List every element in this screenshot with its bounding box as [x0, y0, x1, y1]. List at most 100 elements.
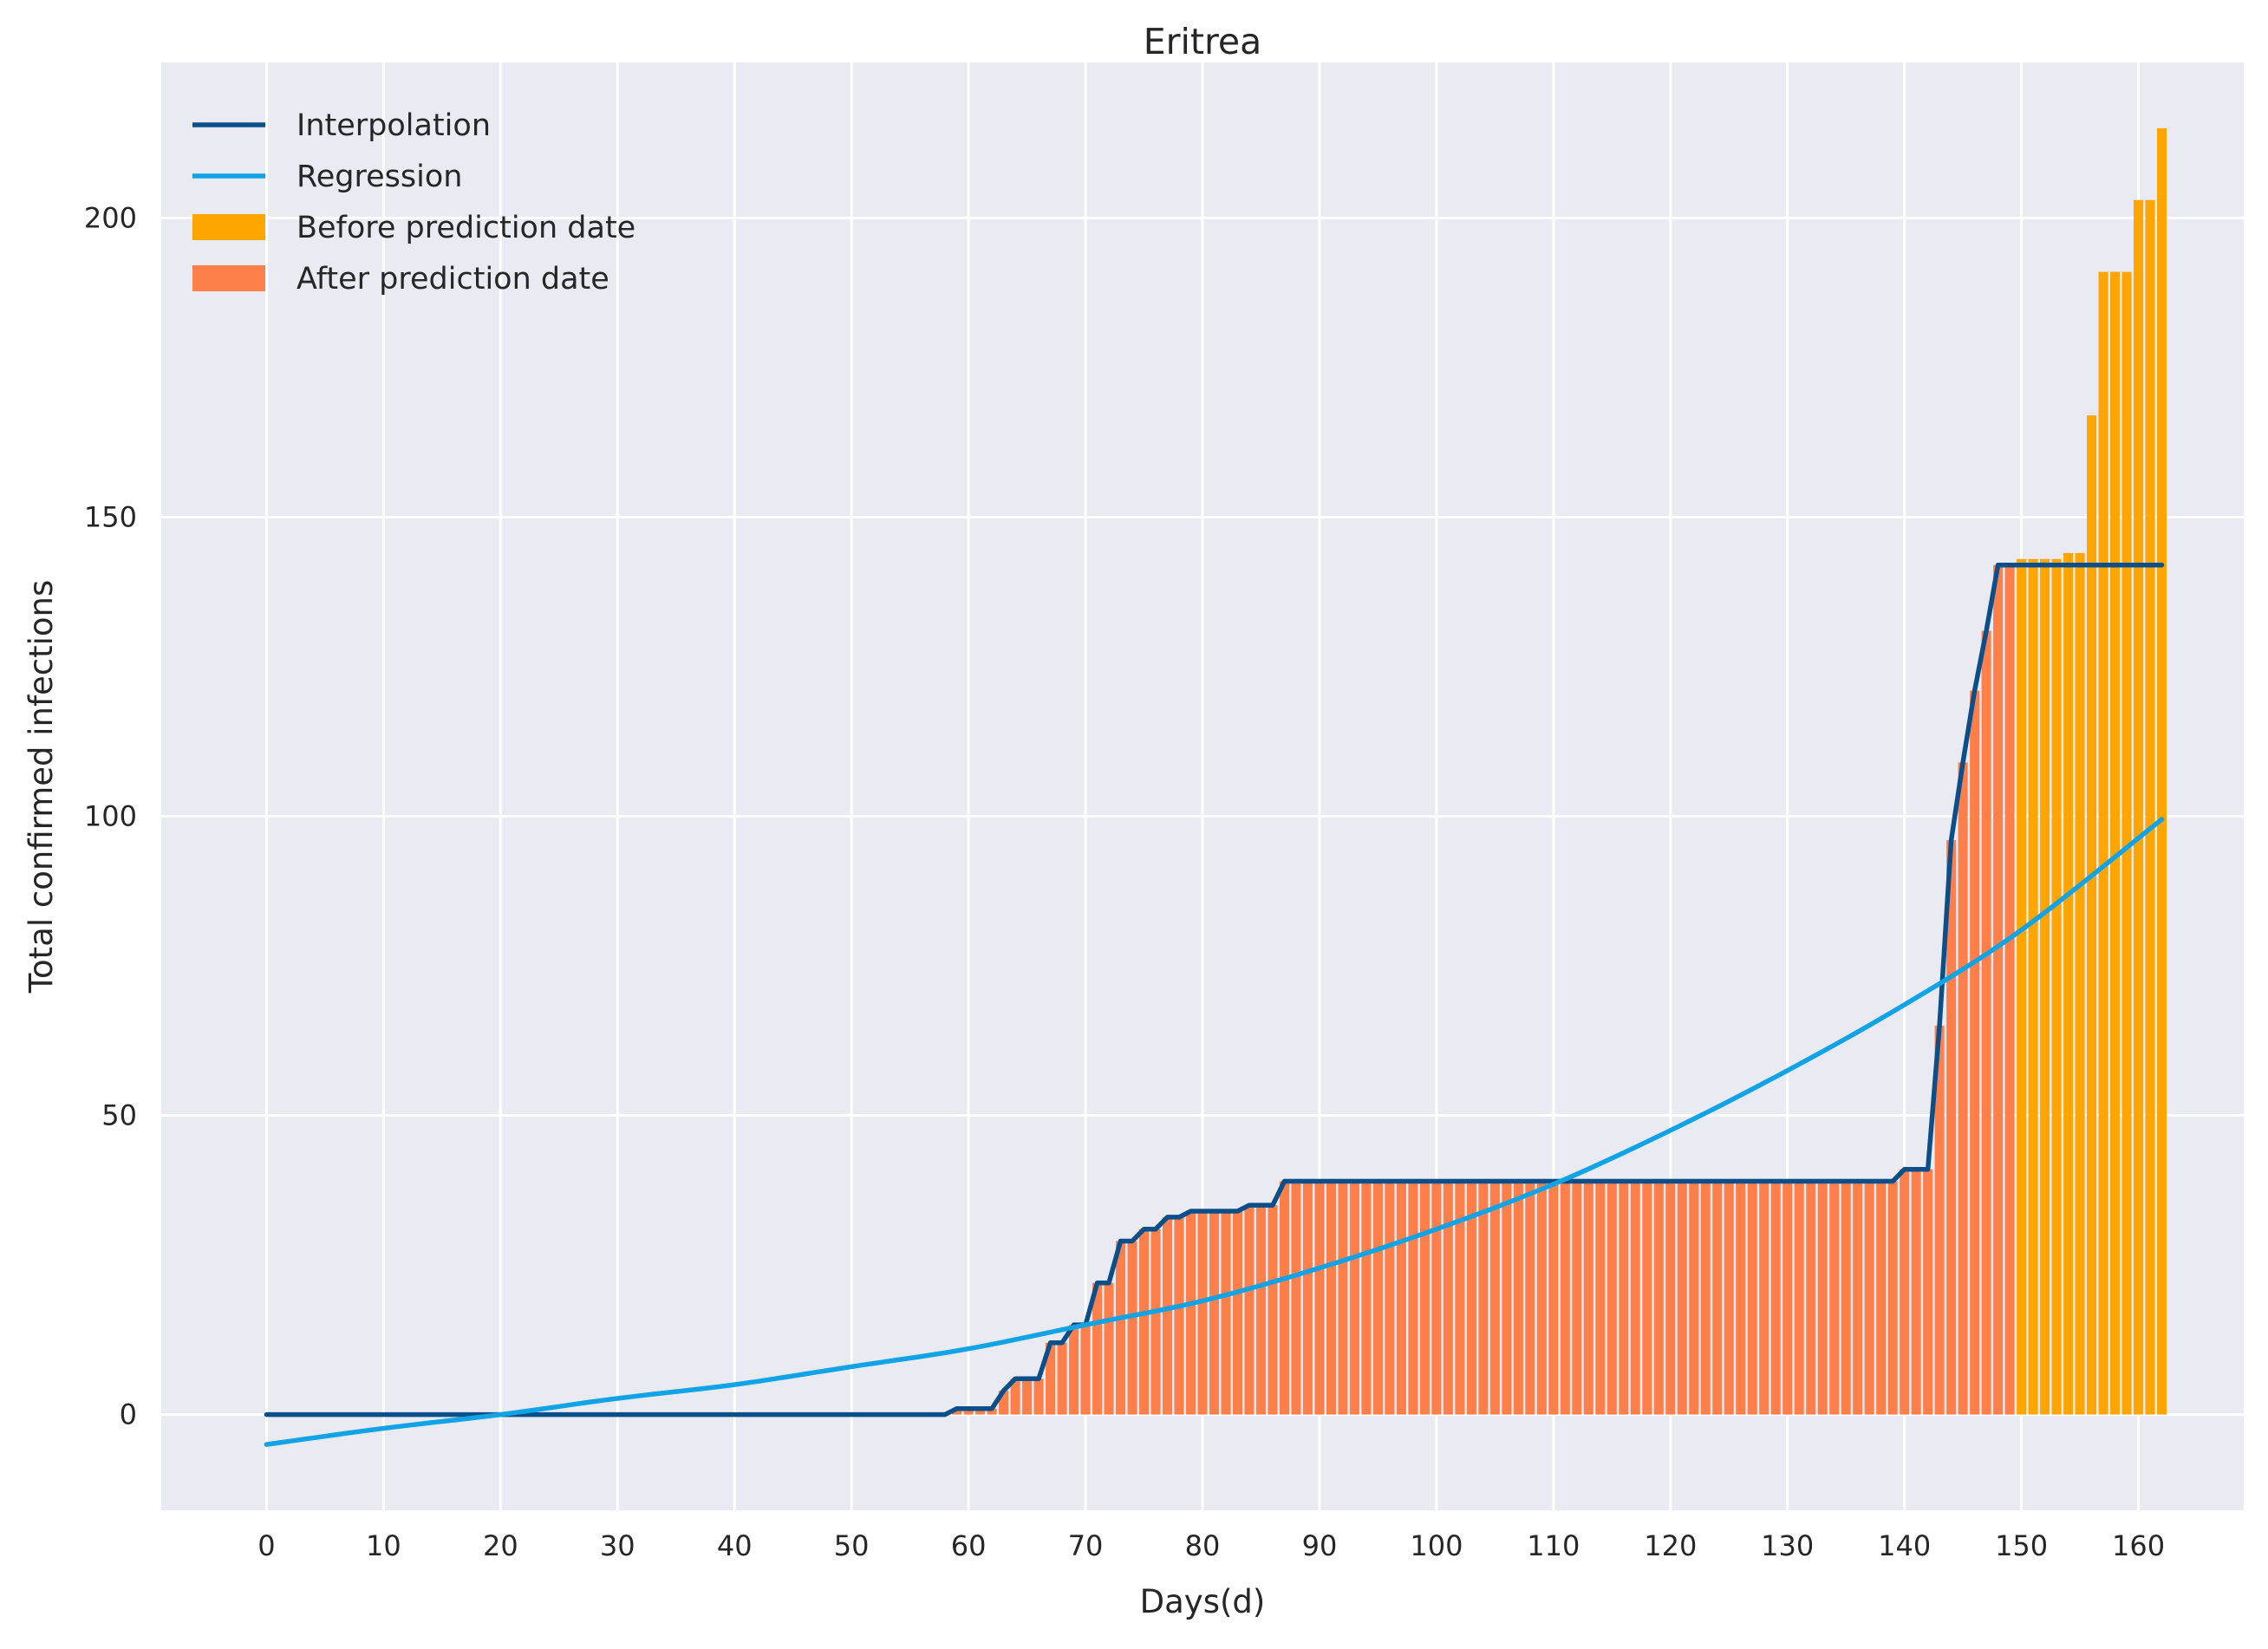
bar-after-prediction	[1361, 1181, 1372, 1415]
bar-after-prediction	[1958, 762, 1968, 1415]
bar-after-prediction	[1993, 564, 2004, 1415]
bars	[952, 127, 2167, 1415]
bar-before-prediction	[2028, 558, 2038, 1415]
bar-after-prediction	[1033, 1379, 1044, 1415]
bar-after-prediction	[1080, 1325, 1091, 1415]
bar-after-prediction	[1548, 1181, 1559, 1415]
y-tick-label: 200	[84, 201, 137, 234]
bar-after-prediction	[1443, 1181, 1453, 1415]
x-tick-label: 50	[834, 1529, 870, 1562]
bar-after-prediction	[975, 1408, 986, 1415]
bar-after-prediction	[1736, 1181, 1746, 1415]
bar-after-prediction	[1817, 1181, 1828, 1415]
bar-before-prediction	[2110, 271, 2121, 1415]
x-tick-label: 140	[1878, 1529, 1931, 1562]
bar-after-prediction	[1385, 1181, 1395, 1415]
bar-after-prediction	[1255, 1205, 1267, 1415]
bar-after-prediction	[1046, 1342, 1056, 1415]
bar-after-prediction	[1010, 1379, 1020, 1415]
y-tick-label: 150	[84, 500, 137, 533]
x-tick-label: 10	[366, 1529, 401, 1562]
bar-before-prediction	[2051, 558, 2062, 1415]
x-tick-label: 100	[1410, 1529, 1463, 1562]
bar-after-prediction	[1408, 1181, 1418, 1415]
bar-after-prediction	[1431, 1181, 1442, 1415]
bar-after-prediction	[1794, 1181, 1804, 1415]
x-tick-label: 150	[1995, 1529, 2048, 1562]
bar-before-prediction	[2075, 552, 2085, 1415]
bar-before-prediction	[2063, 552, 2074, 1415]
legend-label: Regression	[297, 160, 462, 194]
x-tick-label: 120	[1644, 1529, 1697, 1562]
x-tick-labels: 0 10 20 30 40 50 60 70 80 90 100 110 120 130 140 150 160	[257, 1529, 2165, 1562]
bar-after-prediction	[1619, 1181, 1629, 1415]
bar-after-prediction	[1513, 1181, 1523, 1415]
bar-after-prediction	[1630, 1181, 1640, 1415]
bar-after-prediction	[952, 1408, 962, 1415]
bar-after-prediction	[1829, 1181, 1840, 1415]
x-tick-label: 0	[257, 1529, 275, 1562]
bar-after-prediction	[1138, 1229, 1150, 1415]
bar-after-prediction	[1653, 1181, 1664, 1415]
bar-after-prediction	[1197, 1210, 1208, 1415]
bar-after-prediction	[1677, 1181, 1687, 1415]
bar-before-prediction	[2098, 271, 2108, 1415]
bar-after-prediction	[1291, 1181, 1301, 1415]
bar-before-prediction	[2157, 127, 2167, 1415]
bar-after-prediction	[1150, 1229, 1161, 1415]
x-tick-label: 70	[1068, 1529, 1104, 1562]
bar-after-prediction	[1162, 1216, 1173, 1415]
bar-before-prediction	[2087, 415, 2097, 1415]
bar-after-prediction	[1268, 1205, 1278, 1415]
legend-label: Before prediction date	[297, 211, 635, 245]
bar-after-prediction	[1712, 1181, 1723, 1415]
bar-after-prediction	[1116, 1241, 1126, 1415]
bar-after-prediction	[1864, 1181, 1874, 1415]
bar-after-prediction	[1502, 1181, 1512, 1415]
bar-after-prediction	[1232, 1210, 1243, 1415]
series-line-interpolation	[264, 562, 2165, 1418]
x-tick-label: 80	[1185, 1529, 1221, 1562]
bar-after-prediction	[1536, 1181, 1547, 1415]
bar-after-prediction	[1970, 690, 1980, 1415]
bar-after-prediction	[1900, 1169, 1910, 1415]
bar-after-prediction	[1946, 840, 1957, 1415]
bar-after-prediction	[1209, 1210, 1220, 1415]
x-tick-label: 110	[1527, 1529, 1580, 1562]
bar-after-prediction	[1349, 1181, 1359, 1415]
bar-after-prediction	[987, 1408, 997, 1415]
legend-label: After prediction date	[297, 262, 609, 297]
bar-after-prediction	[1127, 1241, 1137, 1415]
bar-after-prediction	[1572, 1181, 1582, 1415]
bar-after-prediction	[1770, 1181, 1781, 1415]
bar-after-prediction	[1185, 1210, 1196, 1415]
bar-after-prediction	[1478, 1181, 1489, 1415]
bar-after-prediction	[1057, 1342, 1067, 1415]
bar-before-prediction	[2145, 199, 2155, 1415]
x-tick-label: 30	[600, 1529, 635, 1562]
legend: Interpolation Regression Before prediction…	[192, 108, 635, 297]
bar-after-prediction	[1876, 1181, 1887, 1415]
bar-after-prediction	[1221, 1210, 1231, 1415]
bar-after-prediction	[1595, 1181, 1606, 1415]
bar-after-prediction	[1642, 1181, 1652, 1415]
series-line-regression	[264, 817, 2165, 1447]
bar-after-prediction	[1911, 1169, 1921, 1415]
bar-after-prediction	[1689, 1181, 1699, 1415]
bar-after-prediction	[1466, 1181, 1476, 1415]
bar-after-prediction	[999, 1390, 1009, 1415]
legend-label: Interpolation	[297, 108, 491, 143]
bar-after-prediction	[1747, 1181, 1757, 1415]
legend-swatch-bar	[192, 214, 265, 240]
bar-before-prediction	[2017, 558, 2027, 1415]
bar-after-prediction	[1314, 1181, 1325, 1415]
bar-after-prediction	[1022, 1379, 1033, 1415]
bar-after-prediction	[1525, 1181, 1535, 1415]
bar-after-prediction	[1302, 1181, 1313, 1415]
bar-after-prediction	[1841, 1181, 1851, 1415]
y-tick-label: 100	[84, 800, 137, 833]
bar-after-prediction	[1092, 1282, 1103, 1415]
bar-after-prediction	[1174, 1216, 1184, 1415]
